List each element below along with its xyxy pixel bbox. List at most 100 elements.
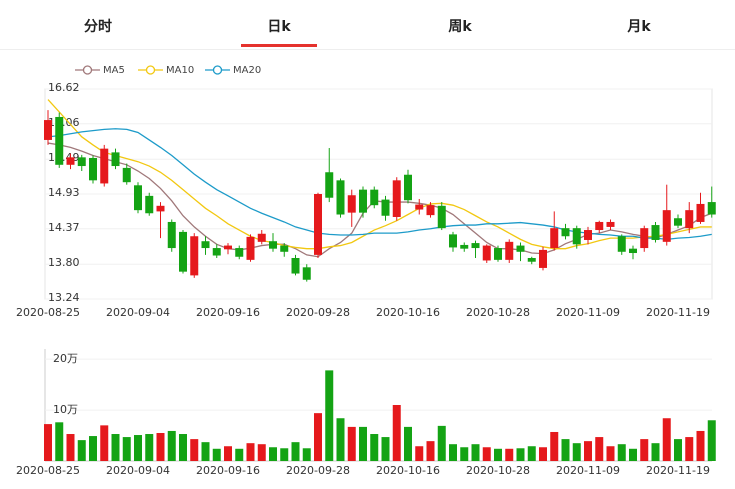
candle-body <box>662 210 671 242</box>
x-tick-label: 2020-10-28 <box>466 306 530 319</box>
x-tick-label: 2020-10-28 <box>466 464 530 477</box>
volume-bar <box>167 430 176 461</box>
volume-bar <box>662 418 671 461</box>
candle-body <box>257 233 266 242</box>
candle-body <box>415 204 424 210</box>
candle-body <box>291 257 300 274</box>
candle-body <box>460 244 469 249</box>
volume-bar <box>437 425 446 461</box>
volume-bar <box>550 431 559 461</box>
candle-body <box>134 185 142 211</box>
ma-line <box>47 142 712 258</box>
candle-body <box>494 248 502 260</box>
volume-bar <box>257 444 266 461</box>
ma-line <box>47 99 712 250</box>
candle-body <box>156 205 165 212</box>
candle-body <box>449 234 457 248</box>
volume-bar <box>314 413 322 461</box>
candle-body <box>595 221 604 231</box>
candle-body <box>314 194 322 255</box>
legend-label: MA20 <box>233 65 261 76</box>
volume-bar <box>145 434 154 461</box>
volume-bar <box>370 434 379 461</box>
volume-bar <box>235 448 244 461</box>
y-tick-label: 13.24 <box>48 291 80 304</box>
volume-bar <box>44 424 52 461</box>
volume-bar <box>212 448 221 461</box>
volume-bar <box>224 446 232 461</box>
candle-body <box>392 180 401 217</box>
volume-bar <box>696 430 705 461</box>
candle-body <box>212 248 221 256</box>
legend-icon <box>82 65 93 75</box>
tab[interactable]: 日k <box>267 19 291 35</box>
candle-body <box>280 245 289 252</box>
volume-bar <box>460 447 469 461</box>
y-tick-label: 15.49 <box>48 151 80 164</box>
candle-body <box>224 245 232 250</box>
volume-bar <box>674 439 682 461</box>
volume-bar <box>280 448 289 461</box>
candle-body <box>482 245 491 261</box>
active-tab-underline <box>241 44 317 47</box>
x-tick-label: 2020-09-16 <box>196 464 260 477</box>
volume-bar <box>539 447 547 461</box>
candle-body <box>111 152 120 167</box>
volume-bar <box>55 422 64 461</box>
tab[interactable]: 周k <box>448 19 472 35</box>
candle-body <box>516 245 525 252</box>
volume-bar <box>179 434 187 461</box>
x-tick-label: 2020-10-16 <box>376 306 440 319</box>
volume-bar <box>561 439 570 461</box>
volume-bar <box>685 437 694 461</box>
candle-body <box>381 199 390 216</box>
volume-bar <box>527 446 536 461</box>
volume-bar <box>629 448 637 461</box>
tab[interactable]: 分时 <box>84 18 112 35</box>
candle-body <box>201 241 210 249</box>
legend-label: MA10 <box>166 65 194 76</box>
x-tick-label: 2020-09-16 <box>196 306 260 319</box>
legend-icon <box>212 65 223 75</box>
candle-body <box>370 189 379 206</box>
candle-body <box>561 228 570 237</box>
x-tick-label: 2020-08-25 <box>16 464 80 477</box>
x-tick-label: 2020-09-28 <box>286 306 350 319</box>
candle-body <box>471 243 480 249</box>
ma-line <box>47 128 712 241</box>
candle-body <box>100 148 109 184</box>
volume-bar <box>89 436 97 461</box>
volume-bar <box>572 443 581 461</box>
volume-bar <box>505 448 514 461</box>
candle-body <box>55 116 64 165</box>
x-tick-label: 2020-11-19 <box>646 464 710 477</box>
x-tick-label: 2020-09-28 <box>286 464 350 477</box>
volume-bar <box>336 418 345 461</box>
candle-body <box>269 241 277 249</box>
volume-bar <box>66 434 75 461</box>
candle-body <box>336 180 345 215</box>
volume-bar <box>77 440 86 461</box>
x-tick-label: 2020-11-19 <box>646 306 710 319</box>
x-tick-label: 2020-11-09 <box>556 464 620 477</box>
volume-bar <box>471 444 480 461</box>
candle-body <box>167 221 176 249</box>
volume-bar <box>302 448 311 461</box>
volume-bar <box>359 426 367 461</box>
candle-body <box>539 249 547 268</box>
volume-bar <box>325 370 334 461</box>
volume-bar <box>426 441 435 461</box>
candle-body <box>696 203 705 222</box>
candle-body <box>584 230 592 240</box>
candle-body <box>359 189 367 213</box>
x-tick-label: 2020-10-16 <box>376 464 440 477</box>
candle-body <box>707 202 716 215</box>
candle-body <box>66 157 75 165</box>
x-tick-label: 2020-11-09 <box>556 306 620 319</box>
tab[interactable]: 月k <box>626 19 651 35</box>
volume-bar <box>269 447 277 461</box>
candle-body <box>235 248 244 257</box>
candle-body <box>404 174 412 201</box>
candle-body <box>145 195 154 214</box>
candle-body <box>640 228 649 249</box>
